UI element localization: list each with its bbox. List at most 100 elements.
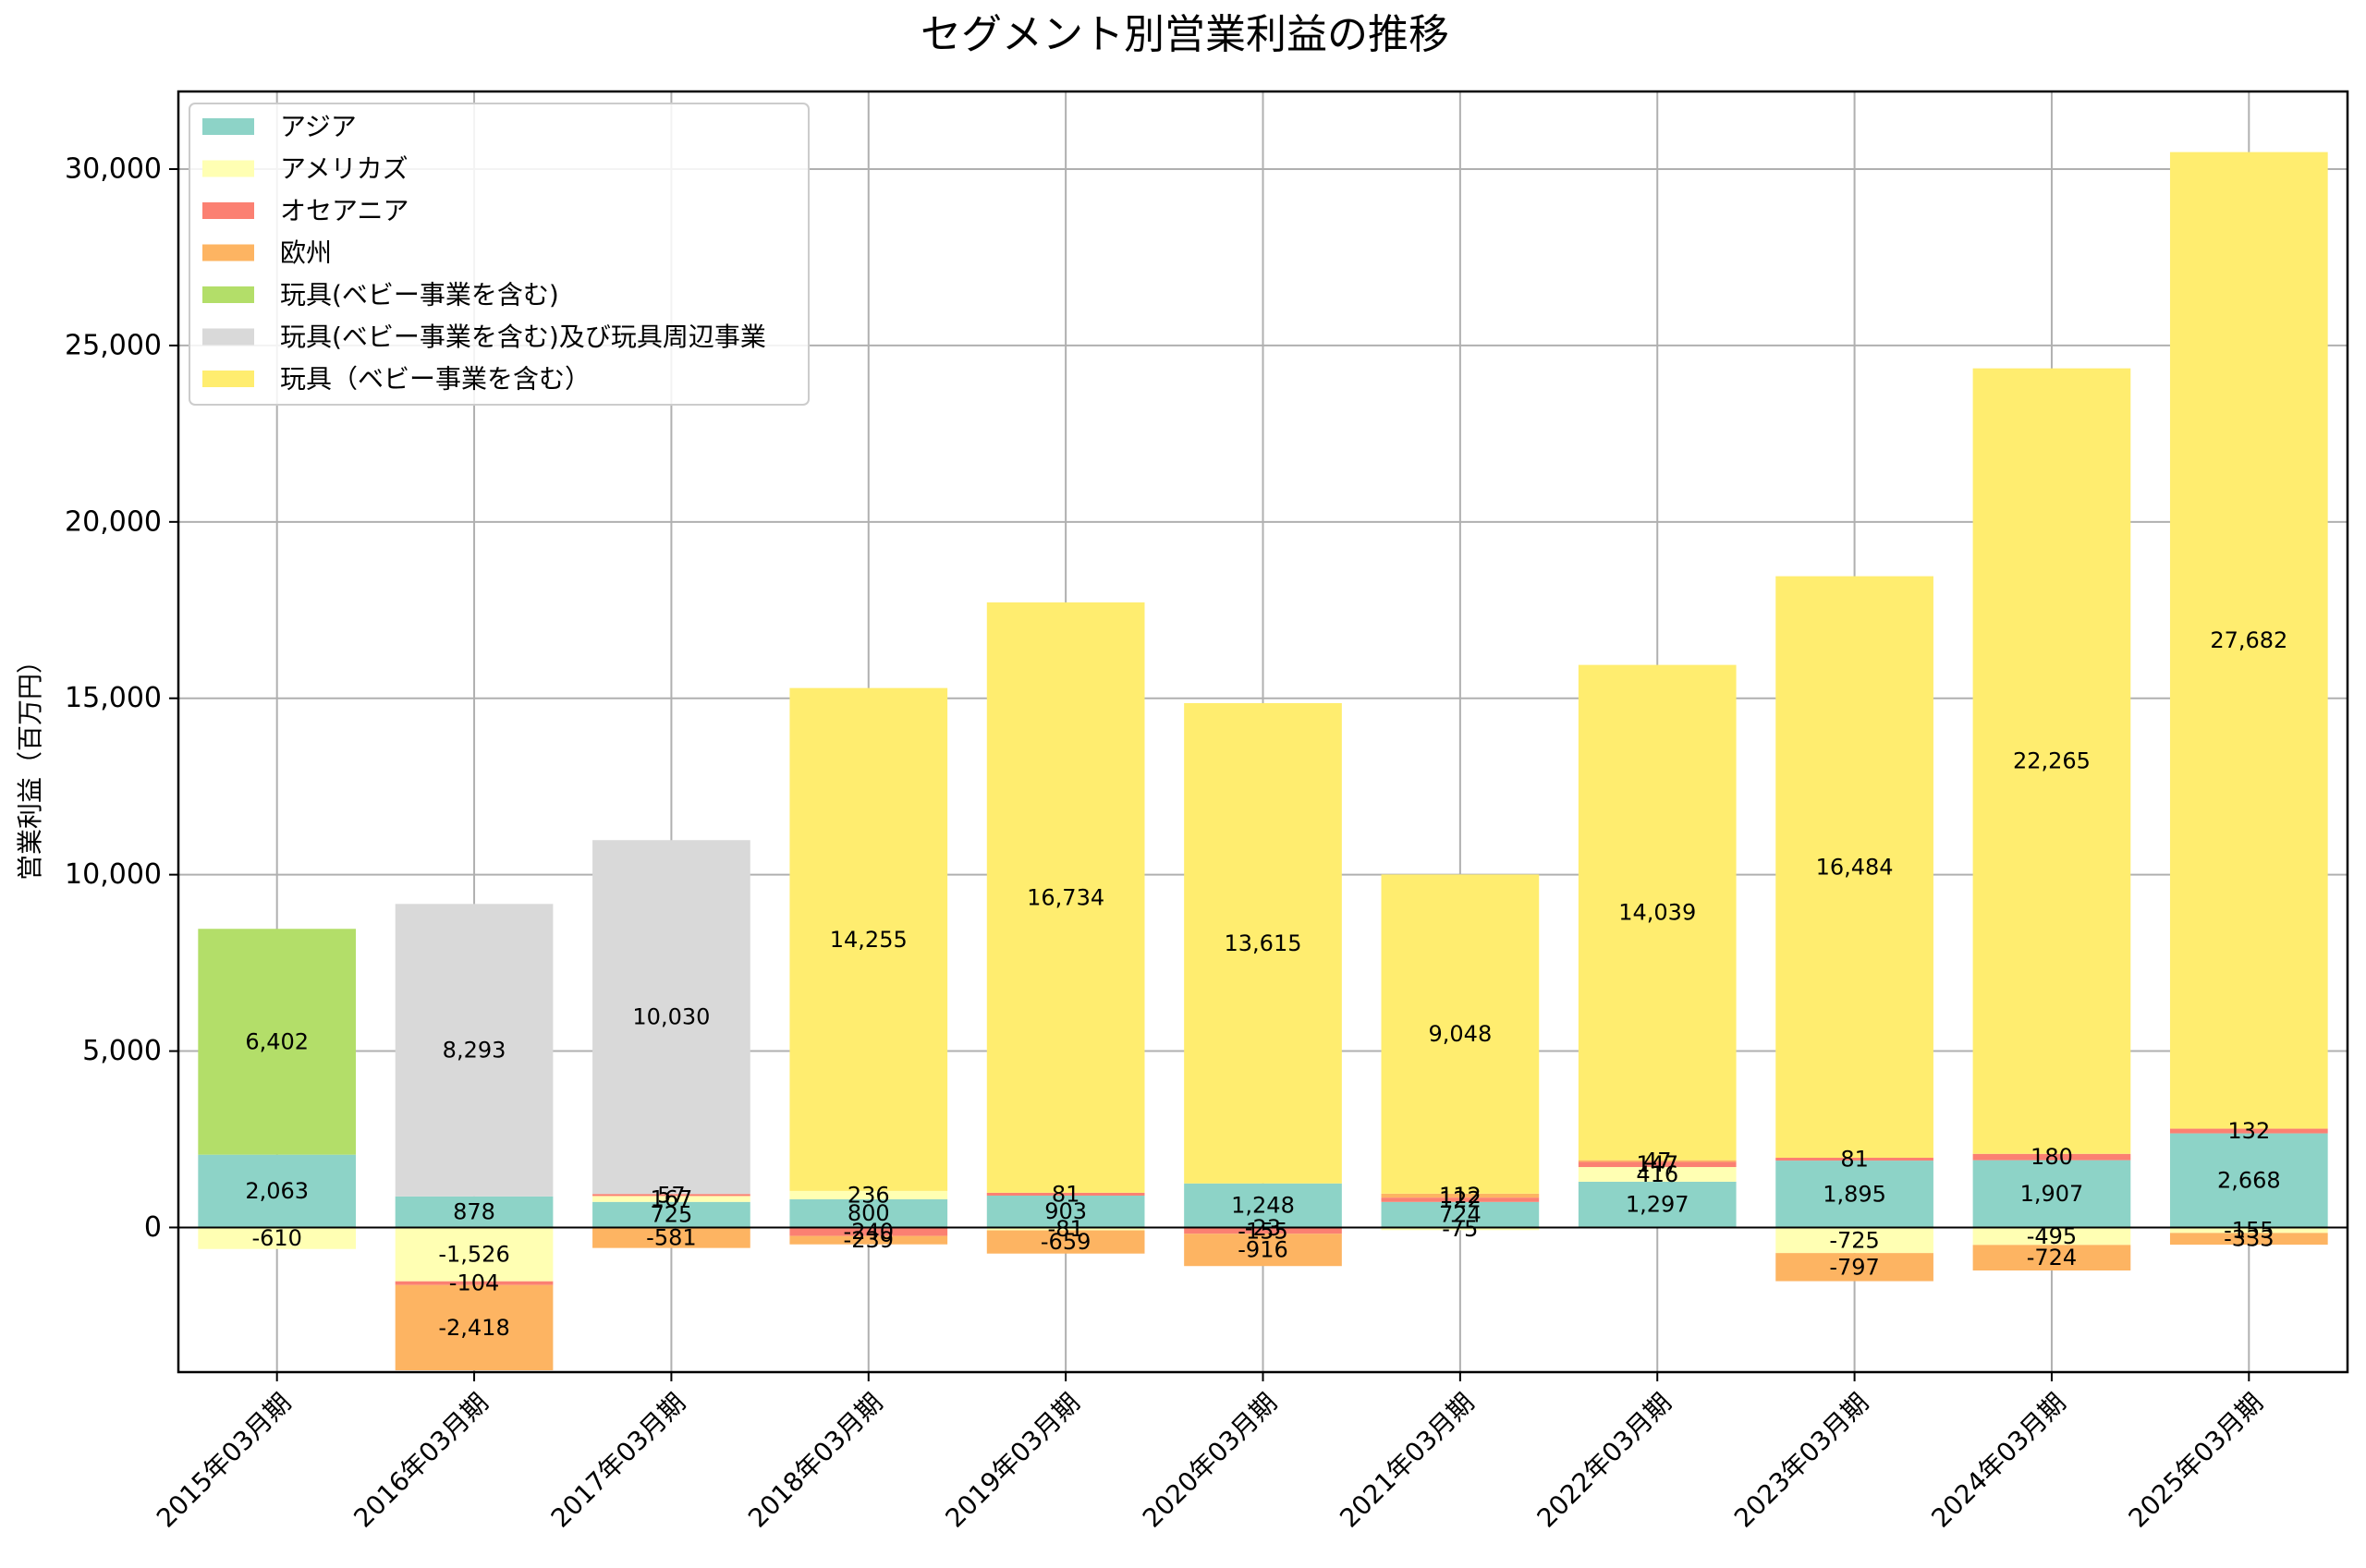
bar-0-4	[198, 929, 357, 1155]
data-label-6-6: 9,048	[1429, 1021, 1493, 1047]
legend-swatch-2	[202, 202, 254, 219]
bar-10-1	[2169, 1227, 2328, 1234]
data-label-1-0: 878	[453, 1199, 495, 1225]
data-label-5-0: 1,248	[1231, 1193, 1295, 1219]
bar-8-0	[1775, 1161, 1933, 1228]
data-label-4-3: -659	[1041, 1229, 1091, 1255]
y-tick-label-3: 15,000	[65, 682, 162, 714]
y-tick-label-5: 25,000	[65, 329, 162, 361]
y-axis-label: 営業利益（百万円）	[15, 648, 45, 881]
data-label-0-4: 6,402	[245, 1028, 309, 1054]
bar-8-1	[1775, 1227, 1933, 1254]
data-label-7-1: 416	[1636, 1161, 1678, 1187]
x-tick-label-9: 2024年03月期	[1925, 1387, 2071, 1533]
bar-7-6	[1578, 664, 1737, 1161]
y-tick-label-1: 5,000	[82, 1035, 162, 1067]
x-tick-label-8: 2023年03月期	[1728, 1387, 1874, 1533]
data-label-9-6: 22,265	[2013, 748, 2091, 774]
data-label-8-3: -797	[1829, 1254, 1879, 1280]
data-label-3-6: 14,255	[830, 927, 908, 953]
bar-9-2	[1972, 1153, 2131, 1161]
bar-4-0	[986, 1195, 1145, 1228]
x-tick-label-10: 2025年03月期	[2123, 1387, 2269, 1533]
bar-1-1	[395, 1227, 554, 1282]
bar-10-0	[2169, 1133, 2328, 1228]
chart-title: セグメント別営業利益の推移	[921, 11, 1449, 58]
data-label-0-0: 2,063	[245, 1178, 309, 1204]
bar-9-1	[1972, 1227, 2131, 1246]
data-label-1-1: -1,526	[438, 1242, 509, 1268]
bar-7-0	[1578, 1181, 1737, 1228]
bar-3-1	[789, 1190, 948, 1199]
bar-2-1	[592, 1196, 750, 1202]
legend-label-2: オセアニア	[280, 196, 409, 226]
data-label-3-1: 236	[848, 1182, 890, 1208]
data-label-4-1: -81	[1048, 1216, 1084, 1242]
bar-6-2	[1381, 1197, 1540, 1202]
data-label-6-3: 112	[1439, 1183, 1482, 1209]
bar-1-2	[395, 1281, 554, 1285]
data-label-1-2: -104	[449, 1270, 499, 1296]
bar-8-2	[1775, 1158, 1933, 1161]
legend-label-6: 玩具（ベビー事業を含む）	[280, 364, 591, 395]
x-tick-label-5: 2020年03月期	[1137, 1387, 1283, 1533]
data-label-7-6: 14,039	[1618, 900, 1696, 926]
x-tick-label-4: 2019年03月期	[939, 1387, 1085, 1533]
data-label-3-2: -240	[844, 1219, 894, 1245]
data-label-10-1: -155	[2224, 1217, 2274, 1243]
x-tick-label-6: 2021年03月期	[1334, 1387, 1480, 1533]
x-tick-label-7: 2022年03月期	[1531, 1387, 1677, 1533]
bar-2-0	[592, 1201, 750, 1228]
bar-2-2	[592, 1194, 750, 1197]
bar-10-2	[2169, 1128, 2328, 1134]
data-label-2-1: 167	[651, 1186, 693, 1212]
bar-3-6	[789, 687, 948, 1191]
legend-swatch-1	[202, 160, 254, 177]
legend-label-4: 玩具(ベビー事業を含む)	[280, 280, 559, 310]
bar-1-3	[395, 1284, 554, 1371]
bar-7-3	[1578, 1160, 1737, 1162]
bar-4-2	[986, 1192, 1145, 1196]
legend-swatch-5	[202, 328, 254, 346]
bar-5-6	[1184, 702, 1342, 1184]
data-label-2-0: 725	[651, 1202, 693, 1228]
bar-8-3	[1775, 1253, 1933, 1282]
data-label-9-3: -724	[2027, 1245, 2077, 1270]
legend-swatch-6	[202, 371, 254, 387]
bar-3-0	[789, 1198, 948, 1228]
y-tick-label-6: 30,000	[65, 153, 162, 186]
bar-4-1	[986, 1227, 1145, 1231]
y-tick-label-2: 10,000	[65, 858, 162, 891]
data-label-2-2: 57	[657, 1182, 686, 1208]
bar-6-1	[1381, 1227, 1540, 1231]
data-label-0-1: -610	[251, 1225, 301, 1251]
bar-2-5	[592, 840, 750, 1195]
bar-3-3	[789, 1235, 948, 1245]
bar-9-3	[1972, 1245, 2131, 1270]
data-label-9-0: 1,907	[2020, 1181, 2084, 1207]
bar-8-6	[1775, 576, 1933, 1159]
data-labels-layer: 2,063 -610 6,402 878 -1,526-104 -2,418 8,293 72…	[245, 627, 2287, 1341]
bar-5-3	[1184, 1234, 1342, 1267]
legend-label-3: 欧州	[280, 237, 332, 268]
bars-layer	[198, 152, 2328, 1371]
bar-2-3	[592, 1227, 750, 1248]
y-tick-label-0: 0	[144, 1211, 162, 1244]
bar-5-2	[1184, 1228, 1342, 1234]
data-label-4-0: 903	[1044, 1198, 1087, 1224]
data-label-5-3: -916	[1238, 1237, 1287, 1263]
bar-10-3	[2169, 1233, 2328, 1246]
data-label-10-3: -333	[2224, 1226, 2274, 1252]
y-tick-label-4: 20,000	[65, 505, 162, 538]
x-tick-label-3: 2018年03月期	[742, 1387, 888, 1533]
data-label-2-5: 10,030	[632, 1004, 710, 1030]
data-label-6-1: -75	[1442, 1216, 1478, 1242]
data-label-5-2: -155	[1238, 1218, 1287, 1244]
data-label-7-3: 47	[1643, 1149, 1672, 1174]
data-label-1-3: -2,418	[438, 1315, 509, 1341]
data-label-10-2: 132	[2227, 1118, 2270, 1144]
data-label-9-2: 180	[2031, 1144, 2073, 1170]
bar-0-0	[198, 1154, 357, 1228]
legend-label-0: アジア	[280, 112, 357, 142]
